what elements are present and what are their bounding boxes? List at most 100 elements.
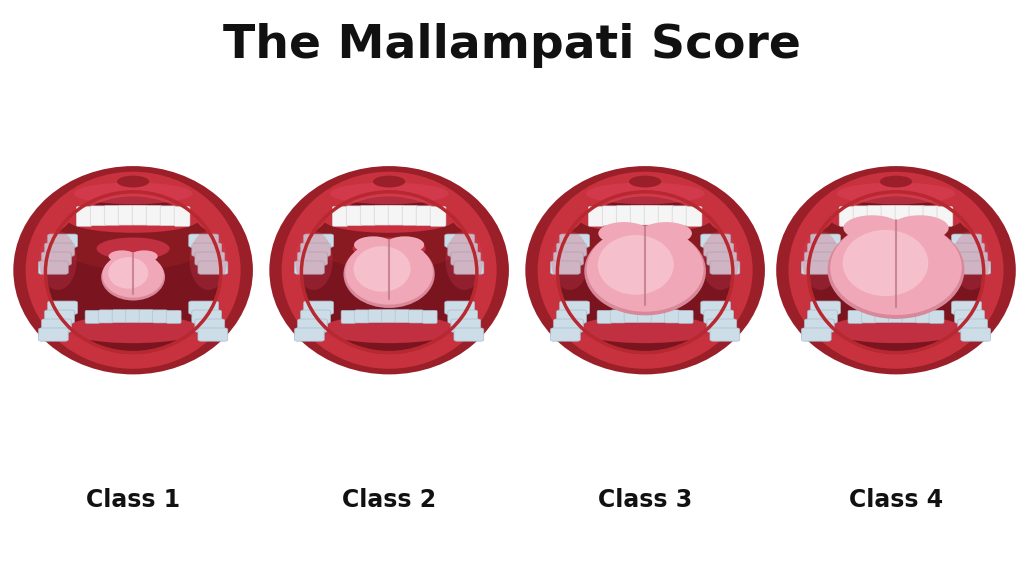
Ellipse shape <box>101 254 165 301</box>
FancyBboxPatch shape <box>188 301 218 314</box>
FancyBboxPatch shape <box>808 243 838 256</box>
FancyBboxPatch shape <box>808 310 838 323</box>
Text: The Mallampati Score: The Mallampati Score <box>223 23 801 68</box>
Text: Class 4: Class 4 <box>849 488 943 512</box>
FancyBboxPatch shape <box>382 310 396 323</box>
Ellipse shape <box>269 166 509 374</box>
FancyBboxPatch shape <box>686 207 702 226</box>
Ellipse shape <box>343 240 435 308</box>
FancyBboxPatch shape <box>430 207 446 226</box>
FancyBboxPatch shape <box>48 234 78 247</box>
FancyBboxPatch shape <box>710 261 739 274</box>
FancyBboxPatch shape <box>191 310 221 323</box>
FancyBboxPatch shape <box>298 319 328 332</box>
Ellipse shape <box>788 172 1004 369</box>
FancyBboxPatch shape <box>876 310 890 323</box>
Ellipse shape <box>385 268 393 275</box>
FancyBboxPatch shape <box>937 207 953 226</box>
FancyBboxPatch shape <box>848 310 863 323</box>
FancyBboxPatch shape <box>416 206 432 226</box>
FancyBboxPatch shape <box>929 310 944 323</box>
FancyBboxPatch shape <box>354 310 370 323</box>
Ellipse shape <box>810 196 982 354</box>
FancyBboxPatch shape <box>867 205 883 225</box>
Ellipse shape <box>802 231 840 290</box>
Ellipse shape <box>282 172 497 369</box>
Ellipse shape <box>837 182 955 204</box>
Ellipse shape <box>827 315 965 343</box>
Ellipse shape <box>386 236 424 253</box>
FancyBboxPatch shape <box>444 234 474 247</box>
FancyBboxPatch shape <box>630 205 646 225</box>
FancyBboxPatch shape <box>551 261 581 274</box>
FancyBboxPatch shape <box>98 310 114 323</box>
Ellipse shape <box>843 230 928 296</box>
FancyBboxPatch shape <box>602 206 618 226</box>
FancyBboxPatch shape <box>126 310 140 323</box>
FancyBboxPatch shape <box>301 243 331 256</box>
FancyBboxPatch shape <box>554 252 584 265</box>
FancyBboxPatch shape <box>909 205 925 225</box>
FancyBboxPatch shape <box>811 301 841 314</box>
FancyBboxPatch shape <box>118 205 134 225</box>
FancyBboxPatch shape <box>895 205 911 225</box>
FancyBboxPatch shape <box>409 310 424 323</box>
FancyBboxPatch shape <box>700 234 730 247</box>
FancyBboxPatch shape <box>295 328 325 341</box>
Ellipse shape <box>131 251 158 262</box>
FancyBboxPatch shape <box>951 234 981 247</box>
Ellipse shape <box>587 226 703 312</box>
FancyBboxPatch shape <box>954 243 984 256</box>
FancyBboxPatch shape <box>588 207 604 226</box>
FancyBboxPatch shape <box>104 205 120 225</box>
FancyBboxPatch shape <box>90 206 106 226</box>
Ellipse shape <box>303 196 475 354</box>
Ellipse shape <box>47 196 219 354</box>
FancyBboxPatch shape <box>805 319 835 332</box>
FancyBboxPatch shape <box>191 243 221 256</box>
FancyBboxPatch shape <box>39 328 69 341</box>
FancyBboxPatch shape <box>651 310 666 323</box>
Ellipse shape <box>551 231 589 290</box>
FancyBboxPatch shape <box>700 301 730 314</box>
FancyBboxPatch shape <box>703 310 733 323</box>
Ellipse shape <box>827 221 965 319</box>
FancyBboxPatch shape <box>961 328 990 341</box>
Ellipse shape <box>311 211 467 270</box>
FancyBboxPatch shape <box>597 310 612 323</box>
FancyBboxPatch shape <box>678 310 693 323</box>
Ellipse shape <box>952 231 990 290</box>
FancyBboxPatch shape <box>160 206 176 226</box>
FancyBboxPatch shape <box>554 319 584 332</box>
FancyBboxPatch shape <box>915 310 931 323</box>
FancyBboxPatch shape <box>174 207 190 226</box>
Ellipse shape <box>55 211 211 270</box>
Ellipse shape <box>598 235 674 294</box>
Ellipse shape <box>818 211 974 270</box>
FancyBboxPatch shape <box>560 301 590 314</box>
FancyBboxPatch shape <box>703 243 733 256</box>
FancyBboxPatch shape <box>839 207 855 226</box>
Ellipse shape <box>353 246 411 292</box>
Ellipse shape <box>776 166 1016 374</box>
FancyBboxPatch shape <box>304 301 334 314</box>
FancyBboxPatch shape <box>451 319 480 332</box>
Ellipse shape <box>352 238 426 260</box>
Ellipse shape <box>585 227 706 315</box>
Ellipse shape <box>844 215 901 241</box>
FancyBboxPatch shape <box>42 252 72 265</box>
Ellipse shape <box>354 236 392 253</box>
Ellipse shape <box>102 253 164 298</box>
Ellipse shape <box>880 176 912 187</box>
FancyBboxPatch shape <box>447 243 477 256</box>
FancyBboxPatch shape <box>961 261 990 274</box>
FancyBboxPatch shape <box>707 319 736 332</box>
FancyBboxPatch shape <box>557 243 587 256</box>
Ellipse shape <box>321 315 458 343</box>
Ellipse shape <box>608 238 682 260</box>
FancyBboxPatch shape <box>951 301 981 314</box>
Ellipse shape <box>13 166 253 374</box>
FancyBboxPatch shape <box>625 310 639 323</box>
FancyBboxPatch shape <box>388 205 404 225</box>
FancyBboxPatch shape <box>802 261 831 274</box>
